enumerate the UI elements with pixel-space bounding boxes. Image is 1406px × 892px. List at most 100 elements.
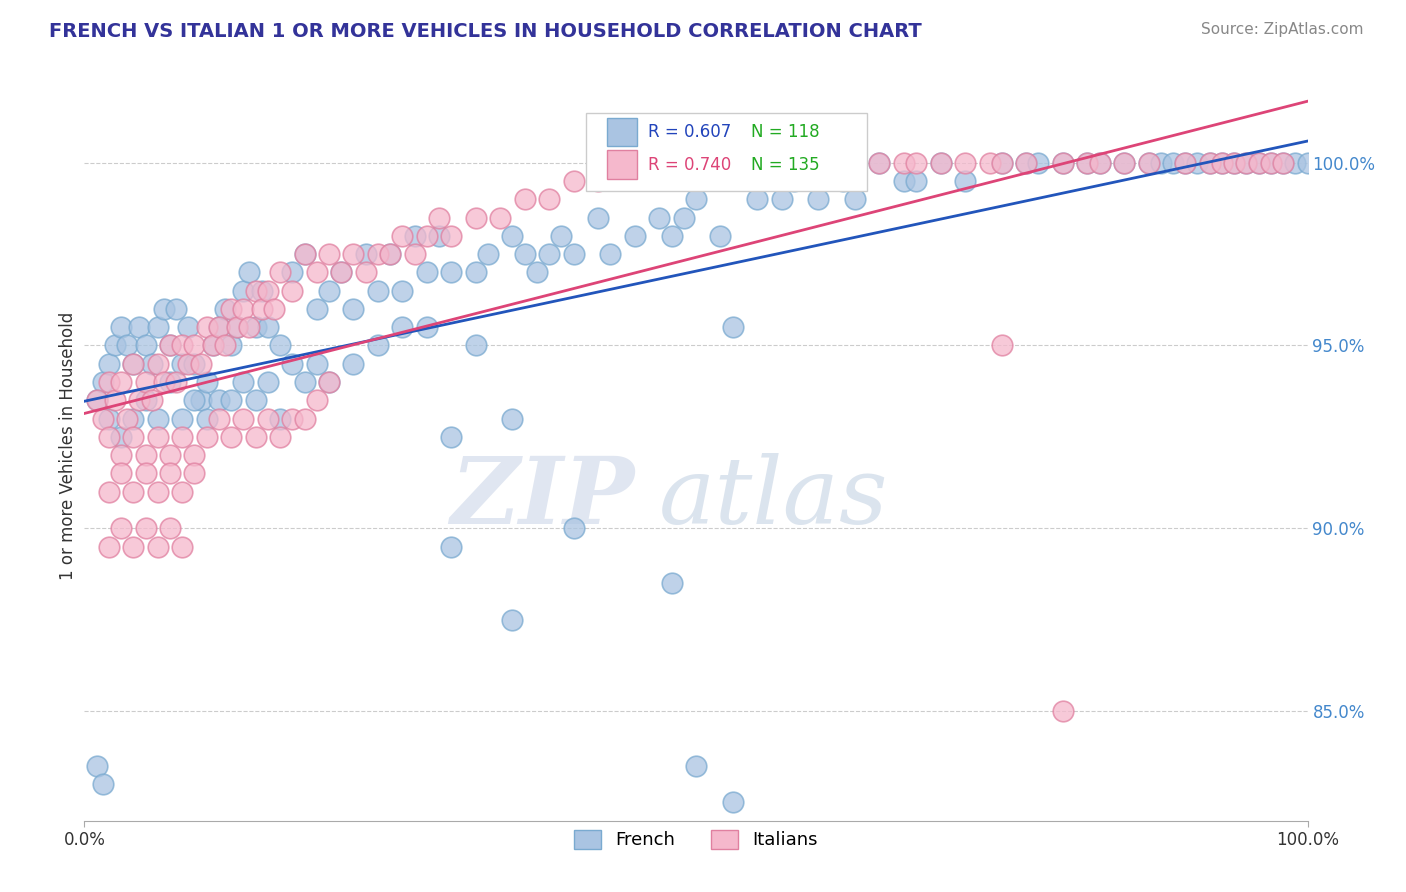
Point — [269, 411, 291, 425]
Bar — [606, 118, 637, 146]
Point — [122, 411, 145, 425]
Point — [208, 320, 231, 334]
Point — [391, 228, 413, 243]
Point — [1260, 155, 1282, 169]
Point — [257, 411, 280, 425]
Point — [770, 155, 793, 169]
Point — [232, 301, 254, 316]
Point — [97, 411, 120, 425]
Point — [177, 357, 200, 371]
Point — [661, 228, 683, 243]
Point — [172, 430, 194, 444]
Point — [991, 155, 1014, 169]
Point — [214, 338, 236, 352]
Point — [672, 211, 695, 225]
Point — [1076, 155, 1098, 169]
Point — [464, 211, 486, 225]
Point — [440, 228, 463, 243]
Point — [586, 211, 609, 225]
Point — [831, 174, 853, 188]
Point — [1247, 155, 1270, 169]
Point — [86, 759, 108, 773]
Point — [367, 338, 389, 352]
Point — [153, 301, 176, 316]
Point — [330, 265, 353, 279]
Point — [135, 393, 157, 408]
Point — [661, 155, 683, 169]
Point — [281, 265, 304, 279]
Point — [391, 320, 413, 334]
Point — [281, 284, 304, 298]
Point — [1137, 155, 1160, 169]
Point — [562, 247, 585, 261]
Point — [1015, 155, 1038, 169]
Point — [232, 284, 254, 298]
Point — [257, 375, 280, 389]
Point — [208, 320, 231, 334]
Point — [110, 320, 132, 334]
Point — [115, 338, 138, 352]
Point — [513, 247, 536, 261]
Point — [1052, 155, 1074, 169]
Point — [538, 192, 561, 206]
Point — [416, 228, 439, 243]
Point — [783, 174, 806, 188]
Point — [110, 448, 132, 462]
Point — [844, 192, 866, 206]
Point — [172, 484, 194, 499]
Point — [807, 192, 830, 206]
Point — [929, 155, 952, 169]
Point — [146, 357, 169, 371]
Point — [636, 155, 658, 169]
Point — [502, 411, 524, 425]
Point — [427, 211, 450, 225]
Point — [294, 375, 316, 389]
Point — [1260, 155, 1282, 169]
Point — [219, 301, 242, 316]
Point — [135, 467, 157, 481]
Point — [1272, 155, 1295, 169]
Point — [190, 357, 212, 371]
Point — [747, 155, 769, 169]
Point — [104, 393, 127, 408]
Point — [354, 247, 377, 261]
Text: N = 118: N = 118 — [751, 123, 820, 141]
Point — [599, 247, 621, 261]
Point — [464, 265, 486, 279]
Point — [305, 357, 328, 371]
Point — [416, 320, 439, 334]
Point — [318, 375, 340, 389]
Point — [685, 192, 707, 206]
Point — [807, 155, 830, 169]
Point — [269, 430, 291, 444]
Point — [172, 540, 194, 554]
Point — [1236, 155, 1258, 169]
Point — [1198, 155, 1220, 169]
Text: R = 0.740: R = 0.740 — [648, 156, 731, 174]
Point — [91, 411, 114, 425]
Point — [165, 375, 187, 389]
Point — [122, 430, 145, 444]
Point — [91, 777, 114, 791]
Point — [844, 155, 866, 169]
Point — [110, 467, 132, 481]
Point — [661, 576, 683, 591]
Point — [305, 265, 328, 279]
Point — [513, 192, 536, 206]
Point — [721, 796, 744, 810]
Point — [354, 265, 377, 279]
Point — [1088, 155, 1111, 169]
Point — [929, 155, 952, 169]
Point — [342, 301, 364, 316]
Point — [464, 338, 486, 352]
Point — [97, 484, 120, 499]
Point — [195, 430, 218, 444]
Point — [538, 247, 561, 261]
Point — [502, 613, 524, 627]
Point — [269, 338, 291, 352]
Point — [135, 448, 157, 462]
Point — [195, 411, 218, 425]
Point — [159, 467, 181, 481]
Text: Source: ZipAtlas.com: Source: ZipAtlas.com — [1201, 22, 1364, 37]
Point — [624, 228, 647, 243]
